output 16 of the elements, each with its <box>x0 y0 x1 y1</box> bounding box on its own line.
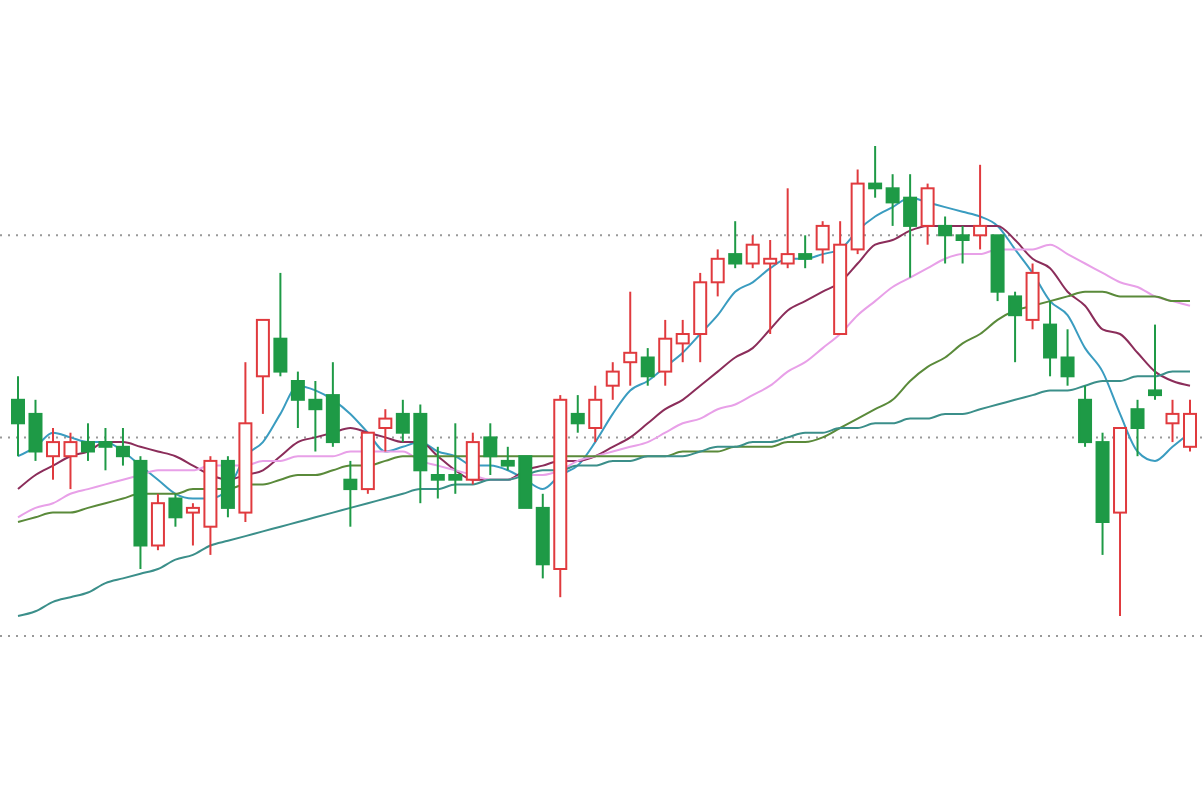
candlestick <box>535 492 550 580</box>
candlestick <box>378 408 393 453</box>
candlestick <box>623 290 638 387</box>
candlestick <box>115 427 130 467</box>
candlestick <box>973 163 988 251</box>
candlestick <box>1043 300 1058 378</box>
candlestick <box>710 248 725 298</box>
candlestick <box>640 347 655 387</box>
candlestick <box>570 394 585 434</box>
candlestick <box>1060 328 1075 387</box>
candlestick <box>588 384 603 444</box>
candlestick <box>658 318 673 387</box>
candlestick <box>868 145 883 199</box>
candlestick <box>605 361 620 401</box>
candlestick <box>343 459 358 528</box>
candlestick <box>483 422 498 476</box>
